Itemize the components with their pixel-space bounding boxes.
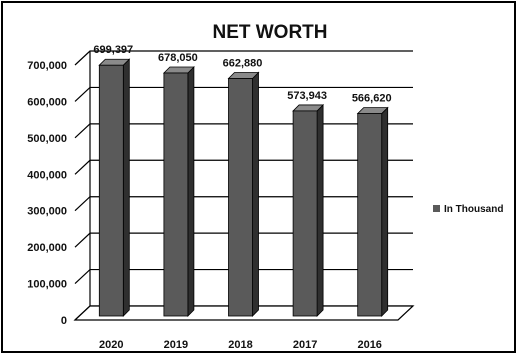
- legend-label-in-thousand: In Thousand: [444, 204, 503, 215]
- x-tick-label: 2017: [293, 339, 317, 351]
- y-tick-label: 0: [61, 315, 67, 327]
- y-tick-label: 300,000: [27, 206, 67, 218]
- bar-front: [163, 72, 189, 317]
- x-tick-label: 2019: [164, 339, 188, 351]
- y-tick-label: 500,000: [27, 133, 67, 145]
- x-axis-ticks: 2020 2019 2018 2017 2016: [99, 339, 382, 351]
- y-tick-label: 600,000: [27, 96, 67, 108]
- y-tick-label: 400,000: [27, 169, 67, 181]
- x-tick-label: 2018: [228, 339, 252, 351]
- y-axis-ticks: 0 100,000 200,000 300,000 400,000 500,000 600,…: [27, 60, 67, 327]
- legend-swatch-in-thousand: [433, 205, 440, 212]
- legend: In Thousand: [433, 204, 503, 215]
- bar-side: [187, 66, 195, 317]
- bar-side: [252, 71, 259, 317]
- bar: [292, 103, 325, 317]
- y-tick-label: 200,000: [27, 242, 67, 254]
- bar: [227, 71, 260, 317]
- y-tick-label: 100,000: [27, 279, 67, 291]
- data-label: 662,880: [223, 58, 263, 70]
- bar-front: [292, 110, 318, 317]
- bar-side: [122, 58, 130, 317]
- bar-front: [98, 64, 124, 317]
- chart-title: NET WORTH: [212, 22, 327, 43]
- bar-side: [316, 103, 324, 317]
- bar-front: [228, 78, 253, 317]
- bar-series: [98, 58, 389, 317]
- data-labels: 699,397 678,050 662,880 573,943 566,620: [93, 44, 391, 104]
- bar-front: [357, 113, 383, 317]
- x-tick-label: 2016: [357, 339, 381, 351]
- bar-side: [381, 106, 389, 317]
- data-label: 573,943: [287, 90, 327, 102]
- data-label: 699,397: [93, 44, 133, 56]
- y-tick-label: 700,000: [27, 60, 67, 72]
- x-tick-label: 2020: [99, 339, 123, 351]
- data-label: 678,050: [158, 52, 198, 64]
- bar: [98, 58, 131, 317]
- data-label: 566,620: [352, 93, 392, 105]
- bar: [162, 66, 195, 317]
- bar: [356, 106, 389, 317]
